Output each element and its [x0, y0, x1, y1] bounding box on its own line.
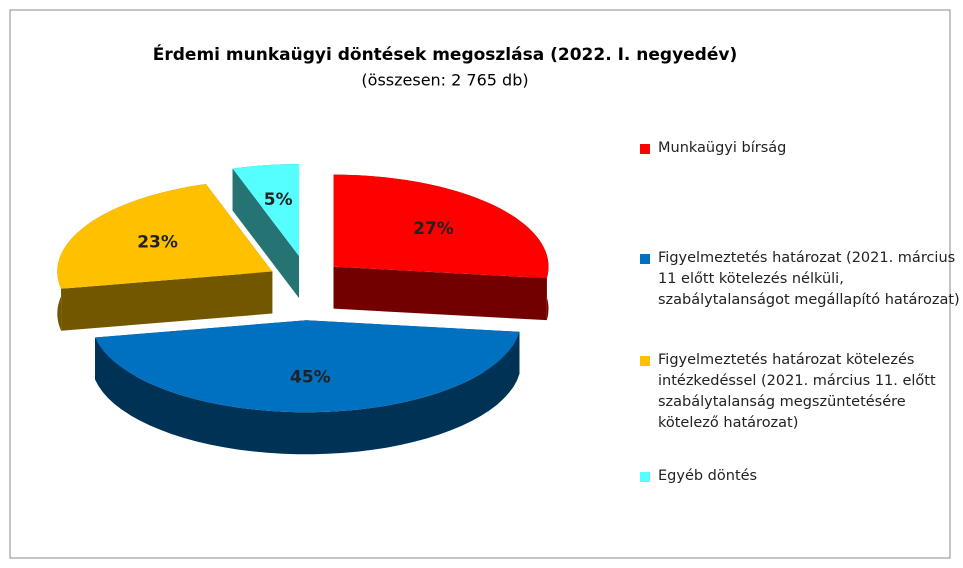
legend-label: Egyéb döntés: [658, 468, 758, 484]
slice-top: [333, 174, 549, 279]
slice-top: [232, 164, 300, 257]
legend-swatch: [640, 472, 650, 482]
slice-top: [57, 184, 273, 289]
slice-side: [61, 271, 273, 331]
data-label: 27%: [413, 219, 454, 239]
data-label: 45%: [290, 367, 331, 387]
slice-side: [95, 331, 520, 455]
legend-label: Figyelmeztetés határozat (2021. március …: [658, 250, 960, 308]
legend-item: Figyelmeztetés határozat kötelezés intéz…: [640, 350, 960, 434]
legend-item: Figyelmeztetés határozat (2021. március …: [640, 248, 960, 311]
legend-swatch: [640, 356, 650, 366]
legend-label: Munkaügyi bírság: [658, 140, 787, 156]
legend-item: Egyéb döntés: [640, 466, 960, 487]
data-label: 23%: [137, 233, 178, 253]
pie-slice: [57, 184, 273, 331]
legend-swatch: [640, 254, 650, 264]
slice-side: [333, 266, 547, 321]
pie-slice: [232, 164, 300, 299]
slice-top: [95, 320, 520, 413]
chart-subtitle: (összesen: 2 765 db): [361, 71, 528, 90]
data-label: 5%: [264, 190, 293, 210]
pie-slice: [333, 174, 549, 321]
legend-label: Figyelmeztetés határozat kötelezés intéz…: [658, 352, 936, 431]
legend-item: Munkaügyi bírság: [640, 138, 960, 159]
legend-swatch: [640, 144, 650, 154]
chart-title: Érdemi munkaügyi döntések megoszlása (20…: [153, 43, 737, 65]
pie-slice: [95, 320, 520, 455]
